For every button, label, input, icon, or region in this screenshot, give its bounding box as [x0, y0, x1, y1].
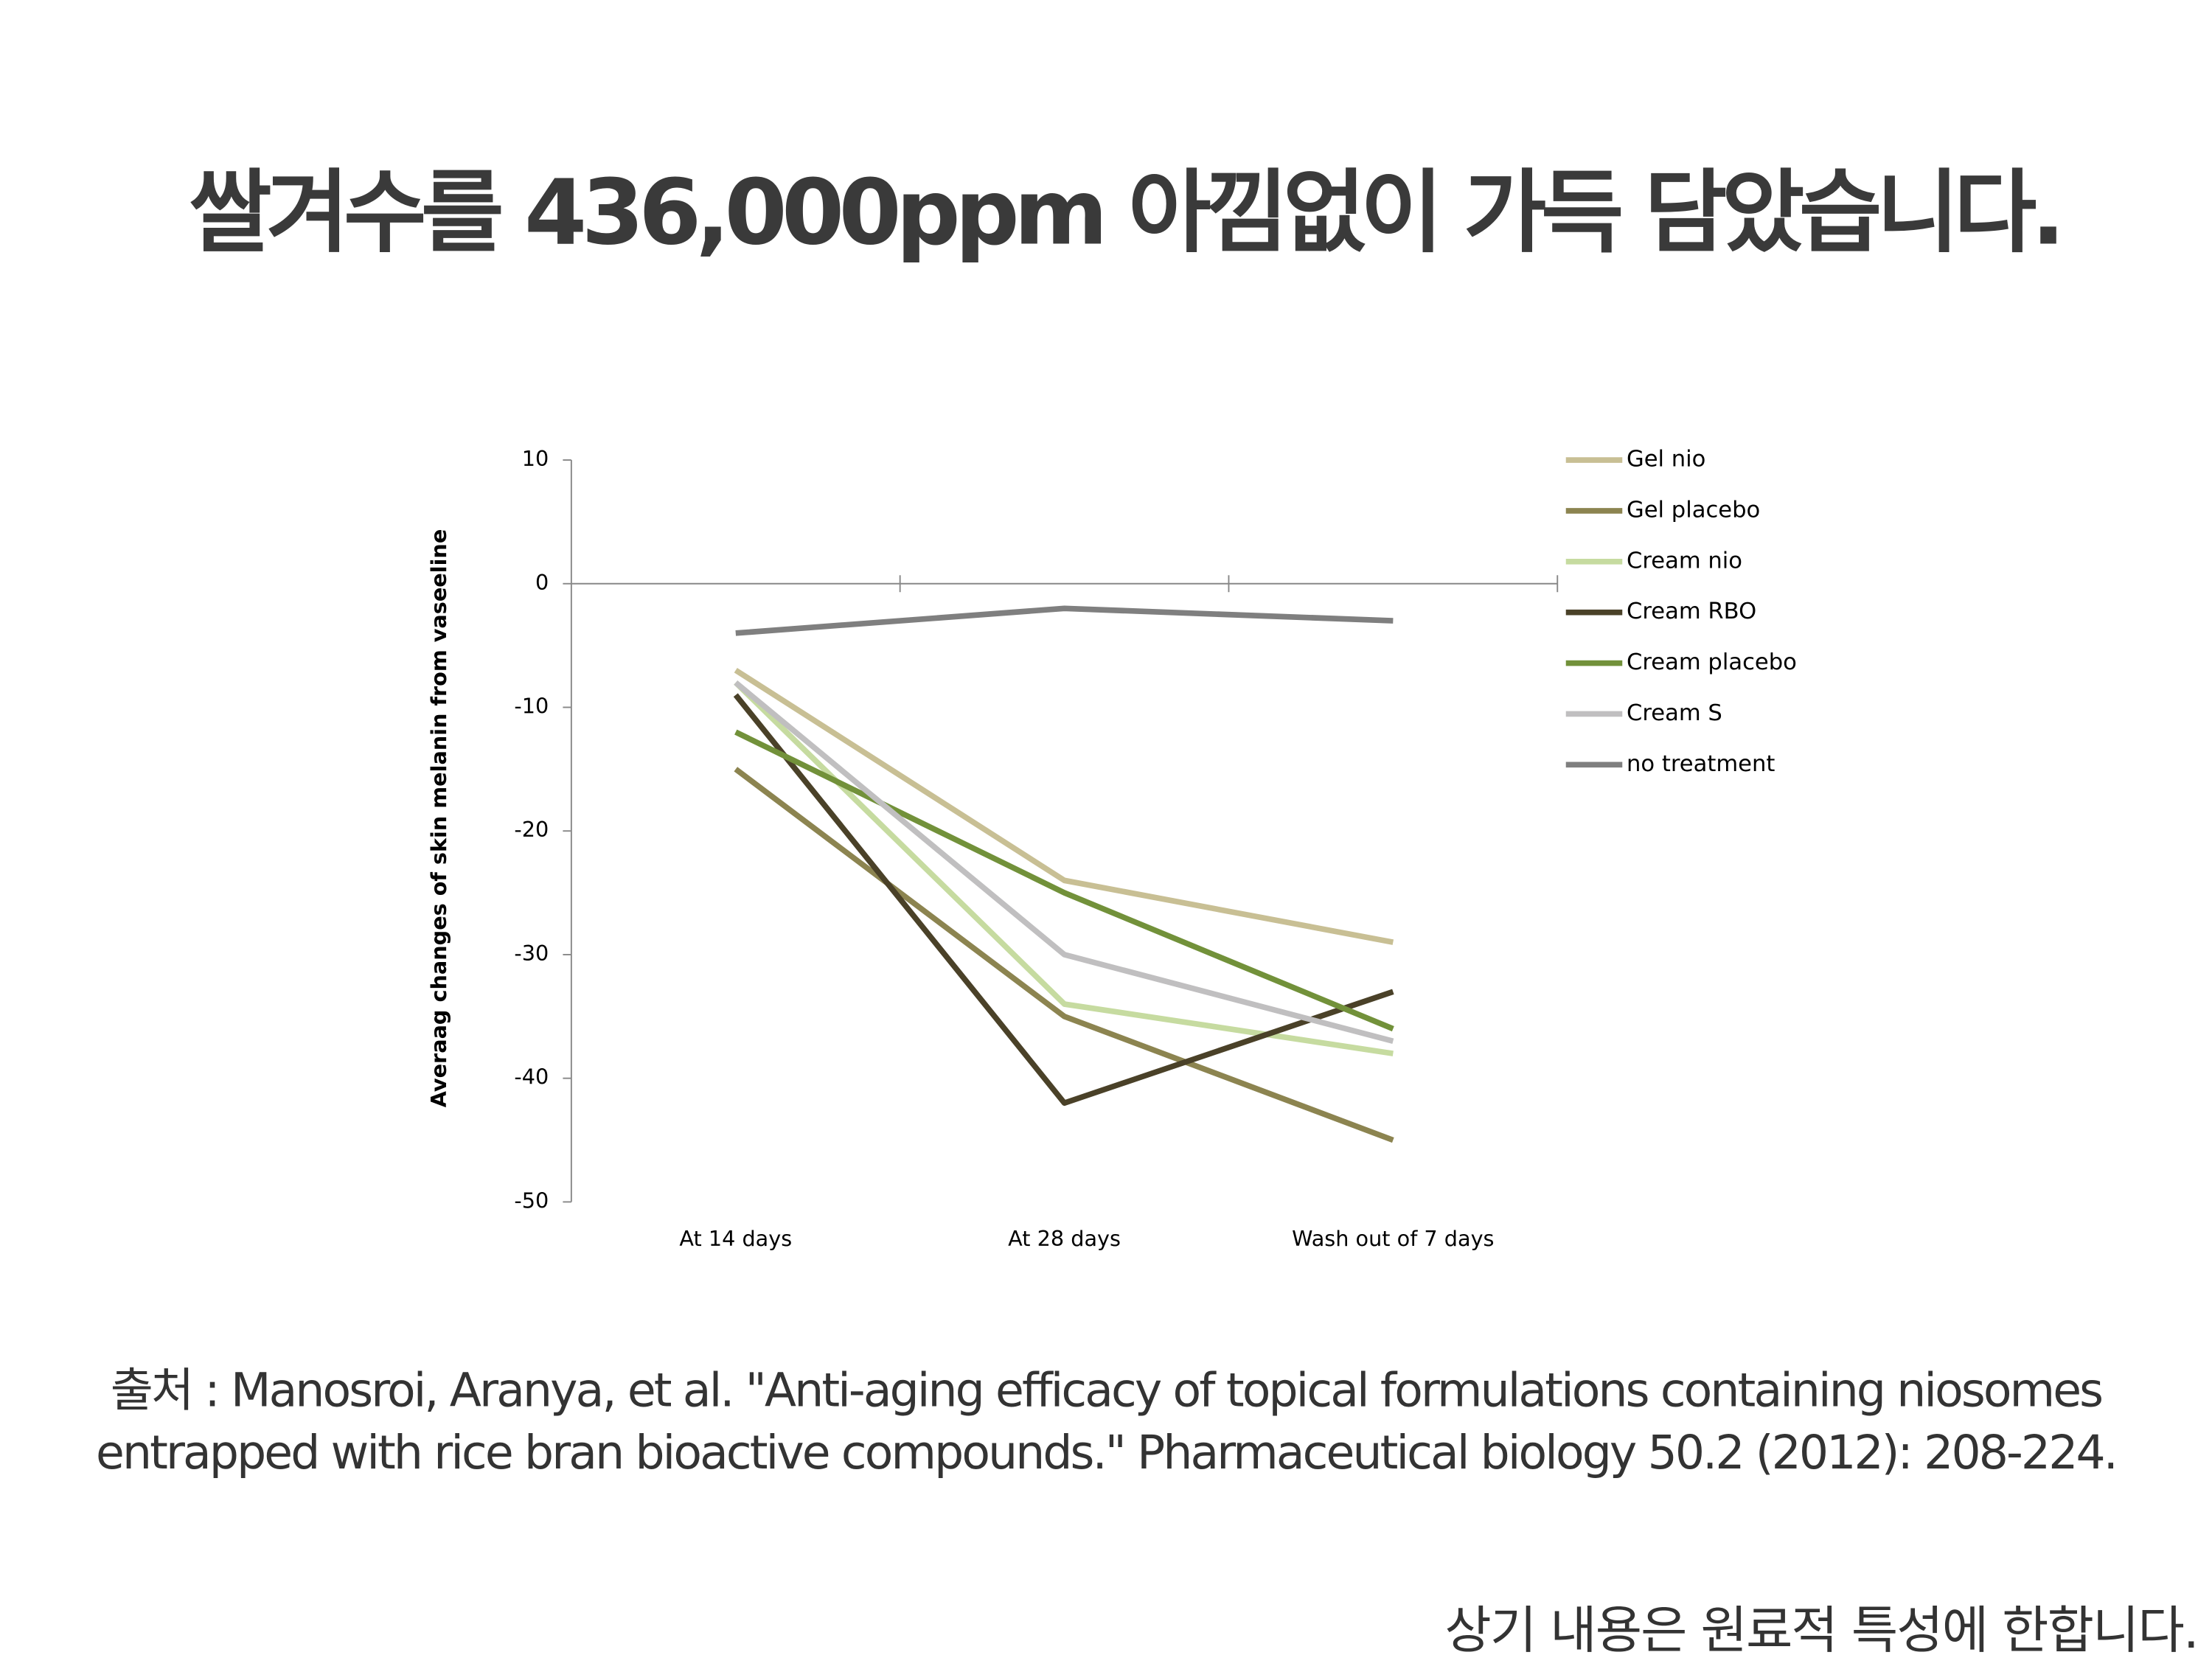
- x-tick-label: At 14 days: [679, 1226, 792, 1251]
- y-tick-label: -30: [514, 941, 549, 966]
- series-line: [734, 680, 1394, 1056]
- y-tick-label: 0: [535, 570, 549, 595]
- series-line: [733, 693, 1394, 1107]
- note-text: 상기 내용은 원료적 특성에 한합니다.: [1444, 1601, 2197, 1660]
- series-line: [734, 729, 1394, 1032]
- y-tick-label: -40: [514, 1065, 549, 1090]
- series-line: [734, 667, 1394, 945]
- x-tick-label: At 28 days: [1008, 1226, 1121, 1251]
- y-tick-label: -50: [514, 1188, 549, 1213]
- y-tick-label: -10: [514, 693, 549, 718]
- legend-label: Gel placebo: [1627, 497, 1760, 523]
- y-axis-label: Averaag changes of skin melanin from vas…: [426, 529, 451, 1108]
- source-text: 출처 : Manosroi, Aranya, et al. "Anti-agin…: [111, 1363, 2101, 1418]
- legend-label: Cream S: [1627, 700, 1722, 726]
- y-tick-label: 10: [522, 446, 549, 471]
- legend-label: no treatment: [1627, 751, 1775, 777]
- legend-label: Gel nio: [1627, 447, 1705, 473]
- source-text: entrapped with rice bran bioactive compo…: [96, 1425, 2116, 1480]
- series-line: [734, 767, 1394, 1143]
- series-line: [735, 605, 1394, 636]
- legend-label: Cream placebo: [1627, 649, 1797, 675]
- legend-label: Cream RBO: [1627, 599, 1756, 624]
- x-tick-label: Wash out of 7 days: [1292, 1226, 1494, 1251]
- legend-label: Cream nio: [1627, 548, 1742, 574]
- series-line: [734, 680, 1394, 1045]
- chart-title: 쌀겨수를 436,000ppm 아낌없이 가득 담았습니다.: [189, 160, 2060, 265]
- y-tick-label: -20: [514, 817, 549, 842]
